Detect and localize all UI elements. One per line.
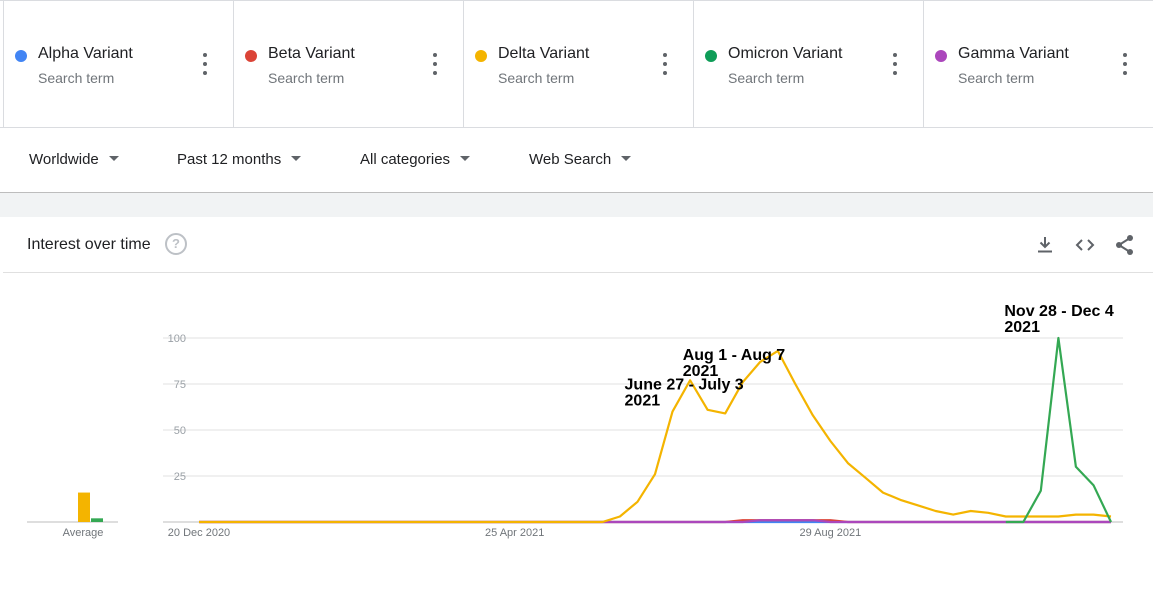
- term-name[interactable]: Beta Variant: [268, 45, 355, 62]
- term-card-omicron[interactable]: Omicron Variant Search term: [693, 1, 923, 127]
- more-options-icon[interactable]: [1117, 53, 1133, 75]
- interest-chart: 25 50 75 100 20 Dec 2020 25 Apr 2021 29 Aug 20…: [27, 303, 1123, 539]
- term-name[interactable]: Omicron Variant: [728, 45, 843, 62]
- annotation-year: 2021: [1004, 319, 1040, 336]
- card-header: Interest over time ?: [3, 217, 1153, 273]
- term-subtitle: Search term: [728, 70, 805, 86]
- caret-down-icon: [460, 155, 471, 161]
- time-range-dropdown[interactable]: Past 12 months: [177, 151, 302, 168]
- x-tick-label: 25 Apr 2021: [485, 527, 544, 539]
- term-subtitle: Search term: [958, 70, 1035, 86]
- omicron-color-dot: [705, 50, 717, 62]
- caret-down-icon: [291, 155, 302, 161]
- search-terms-bar: Alpha Variant Search term Beta Variant S…: [0, 0, 1153, 128]
- caret-down-icon: [108, 155, 119, 161]
- term-subtitle: Search term: [38, 70, 115, 86]
- filter-bar: Worldwide Past 12 months All categories …: [0, 128, 1153, 193]
- alpha-color-dot: [15, 50, 27, 62]
- term-subtitle: Search term: [498, 70, 575, 86]
- caret-down-icon: [621, 155, 632, 161]
- more-options-icon[interactable]: [657, 53, 673, 75]
- interest-over-time-card: Interest over time ? 25 50 75 100 20 Dec 202…: [3, 217, 1153, 604]
- more-options-icon[interactable]: [887, 53, 903, 75]
- term-name[interactable]: Delta Variant: [498, 45, 590, 62]
- card-title: Interest over time: [27, 236, 151, 253]
- annotation-label: Nov 28 - Dec 4: [1004, 303, 1113, 320]
- x-tick-label: 20 Dec 2020: [168, 527, 230, 539]
- gamma-color-dot: [935, 50, 947, 62]
- y-tick-label: 50: [174, 425, 186, 437]
- search-type-dropdown[interactable]: Web Search: [529, 151, 632, 168]
- average-bar-delta-variant: [78, 492, 90, 522]
- region-dropdown[interactable]: Worldwide: [29, 151, 119, 168]
- region-label: Worldwide: [29, 151, 99, 168]
- download-icon[interactable]: [1033, 233, 1057, 257]
- y-tick-label: 25: [174, 471, 186, 483]
- x-tick-label: 29 Aug 2021: [799, 527, 861, 539]
- term-card-beta[interactable]: Beta Variant Search term: [233, 1, 463, 127]
- y-tick-label: 100: [168, 333, 186, 345]
- term-card-delta[interactable]: Delta Variant Search term: [463, 1, 693, 127]
- average-bar-omicron-variant: [91, 518, 103, 522]
- series-line-omicron-variant: [1005, 336, 1112, 524]
- annotation-year: 2021: [625, 393, 661, 410]
- y-tick-label: 75: [174, 379, 186, 391]
- embed-code-icon[interactable]: [1073, 233, 1097, 257]
- annotation-label: June 27 - July 3: [625, 377, 744, 394]
- share-icon[interactable]: [1113, 233, 1137, 257]
- term-subtitle: Search term: [268, 70, 345, 86]
- category-dropdown[interactable]: All categories: [360, 151, 471, 168]
- annotation-label: Aug 1 - Aug 7: [683, 347, 786, 364]
- more-options-icon[interactable]: [427, 53, 443, 75]
- term-name[interactable]: Gamma Variant: [958, 45, 1069, 62]
- more-options-icon[interactable]: [197, 53, 213, 75]
- annotation-year: 2021: [683, 363, 719, 380]
- term-name[interactable]: Alpha Variant: [38, 45, 133, 62]
- term-card-alpha[interactable]: Alpha Variant Search term: [3, 1, 233, 127]
- help-circle-icon[interactable]: ?: [165, 233, 187, 255]
- category-label: All categories: [360, 151, 451, 168]
- search-type-label: Web Search: [529, 151, 612, 168]
- average-label: Average: [63, 527, 104, 539]
- beta-color-dot: [245, 50, 257, 62]
- term-card-gamma[interactable]: Gamma Variant Search term: [923, 1, 1153, 127]
- time-range-label: Past 12 months: [177, 151, 282, 168]
- series-line-delta-variant: [199, 349, 1112, 524]
- delta-color-dot: [475, 50, 487, 62]
- section-gap: [0, 193, 1153, 217]
